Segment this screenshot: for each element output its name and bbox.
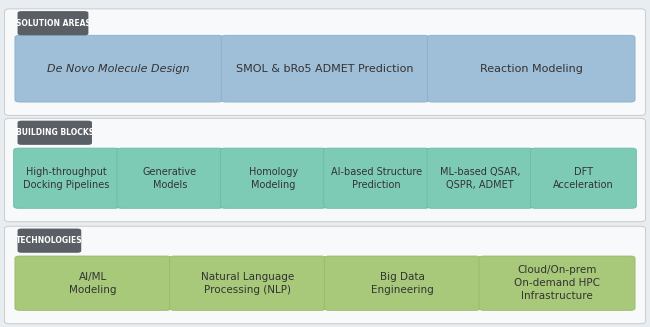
Text: AI-based Structure
Prediction: AI-based Structure Prediction	[331, 167, 422, 190]
Text: BUILDING BLOCKS: BUILDING BLOCKS	[16, 128, 94, 137]
Text: AI/ML
Modeling: AI/ML Modeling	[69, 272, 117, 295]
Text: De Novo Molecule Design: De Novo Molecule Design	[47, 64, 190, 74]
FancyBboxPatch shape	[530, 148, 636, 208]
FancyBboxPatch shape	[5, 9, 645, 115]
FancyBboxPatch shape	[427, 148, 533, 208]
FancyBboxPatch shape	[324, 148, 430, 208]
FancyBboxPatch shape	[18, 11, 88, 35]
Text: Homology
Modeling: Homology Modeling	[249, 167, 298, 190]
FancyBboxPatch shape	[220, 148, 326, 208]
Text: ML-based QSAR,
QSPR, ADMET: ML-based QSAR, QSPR, ADMET	[440, 167, 520, 190]
Text: High-throughput
Docking Pipelines: High-throughput Docking Pipelines	[23, 167, 110, 190]
FancyBboxPatch shape	[15, 35, 222, 102]
FancyBboxPatch shape	[479, 256, 635, 310]
FancyBboxPatch shape	[15, 256, 171, 310]
Text: SMOL & bRo5 ADMET Prediction: SMOL & bRo5 ADMET Prediction	[236, 64, 414, 74]
Text: Big Data
Engineering: Big Data Engineering	[371, 272, 434, 295]
Text: Natural Language
Processing (NLP): Natural Language Processing (NLP)	[201, 272, 294, 295]
FancyBboxPatch shape	[18, 229, 81, 253]
FancyBboxPatch shape	[5, 118, 645, 222]
Text: DFT
Acceleration: DFT Acceleration	[553, 167, 614, 190]
FancyBboxPatch shape	[324, 256, 480, 310]
FancyBboxPatch shape	[221, 35, 429, 102]
FancyBboxPatch shape	[5, 226, 645, 324]
FancyBboxPatch shape	[18, 121, 92, 145]
Text: Reaction Modeling: Reaction Modeling	[480, 64, 582, 74]
FancyBboxPatch shape	[14, 148, 120, 208]
FancyBboxPatch shape	[117, 148, 223, 208]
Text: Cloud/On-prem
On-demand HPC
Infrastructure: Cloud/On-prem On-demand HPC Infrastructu…	[514, 266, 600, 301]
FancyBboxPatch shape	[170, 256, 326, 310]
Text: Generative
Models: Generative Models	[143, 167, 197, 190]
FancyBboxPatch shape	[428, 35, 635, 102]
Text: TECHNOLOGIES: TECHNOLOGIES	[16, 236, 83, 245]
Text: SOLUTION AREAS: SOLUTION AREAS	[16, 19, 90, 28]
